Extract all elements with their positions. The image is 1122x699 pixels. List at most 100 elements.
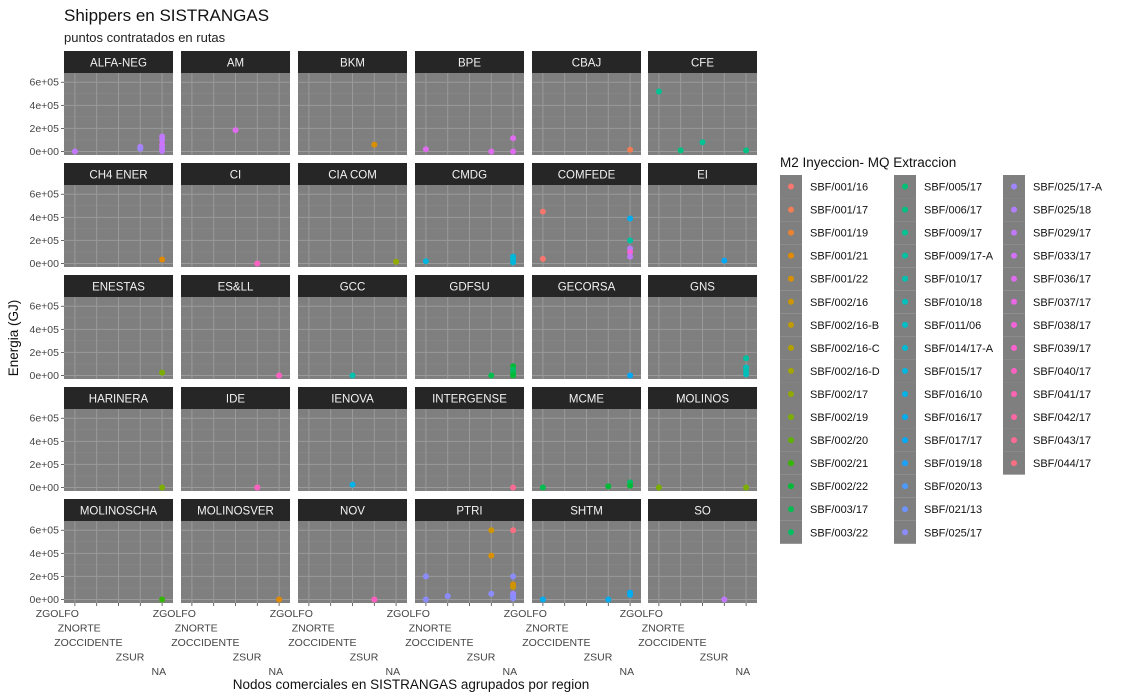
data-point — [699, 139, 706, 146]
legend-entry-label: SBF/038/17 — [1033, 320, 1091, 332]
x-tick-label: ZNORTE — [175, 623, 218, 635]
data-point — [510, 135, 517, 142]
x-tick-label: ZSUR — [467, 652, 496, 664]
legend-key-point — [1011, 414, 1017, 421]
x-tick-label: ZNORTE — [292, 623, 335, 635]
data-point — [627, 482, 634, 489]
y-tick-label: 0e+00 — [30, 482, 60, 494]
facet-panel: ES&LL — [181, 275, 290, 379]
legend-key-point — [1011, 252, 1017, 259]
legend-key-point — [902, 298, 908, 305]
data-point — [159, 256, 166, 263]
facet-strip — [181, 387, 290, 409]
data-point — [627, 215, 634, 222]
facet-strip — [532, 499, 641, 521]
legend-entry-label: SBF/033/17 — [1033, 251, 1091, 263]
facet-strip-label: BKM — [340, 58, 365, 70]
facet-strip-label: COMFEDE — [558, 170, 616, 182]
facet-strip — [532, 51, 641, 73]
y-tick-label: 2e+05 — [30, 347, 60, 359]
legend-entry-label: SBF/001/19 — [810, 228, 868, 240]
facet-panel: MCME — [532, 387, 641, 491]
facet-strip — [181, 275, 290, 297]
facet-panel: CH4 ENER 0e+00 2e+05 4e+05 6e+05 — [30, 163, 173, 270]
legend-key-point — [788, 183, 794, 190]
legend-entry-label: SBF/021/13 — [924, 504, 982, 516]
facet-strip-label: NOV — [340, 506, 365, 518]
legend-key-point — [902, 321, 908, 328]
y-tick-label: 4e+05 — [30, 324, 60, 336]
data-point — [743, 355, 750, 362]
facet-strip — [532, 163, 641, 185]
data-point — [510, 573, 517, 580]
data-point — [510, 259, 517, 266]
facet-strip — [298, 51, 407, 73]
legend-entry-label: SBF/001/21 — [810, 251, 868, 263]
data-point — [159, 136, 166, 143]
facet-panel: INTERGENSE — [415, 387, 524, 491]
data-point — [488, 527, 495, 534]
facet-strip — [648, 387, 757, 409]
y-tick-label: 6e+05 — [30, 413, 60, 425]
facet-strip-label: SO — [694, 506, 711, 518]
facet-strip-label: CBAJ — [572, 58, 601, 70]
facet-strip-label: SHTM — [570, 506, 603, 518]
facet-strip — [64, 275, 173, 297]
legend-entry-label: SBF/002/16-D — [810, 366, 880, 378]
facet-strip — [181, 51, 290, 73]
legend-entry-label: SBF/040/17 — [1033, 366, 1091, 378]
facet-strip-label: HARINERA — [89, 394, 149, 406]
facet-strip-label: MOLINOSCHA — [80, 506, 158, 518]
data-point — [539, 208, 546, 215]
legend-entry-label: SBF/001/22 — [810, 274, 868, 286]
facet-panel: SO ZGOLFO ZNORTE ZOCCIDENTE ZSUR NA — [620, 499, 757, 678]
facet-strip-label: MCME — [569, 394, 604, 406]
y-tick-label: 6e+05 — [30, 525, 60, 537]
facet-strip-label: AM — [227, 58, 244, 70]
legend-key-point — [902, 414, 908, 421]
facet-panel: ALFA-NEG 0e+00 2e+05 4e+05 6e+05 — [30, 51, 173, 158]
facet-strip — [532, 275, 641, 297]
facet-strip-label: ENESTAS — [92, 282, 145, 294]
legend-key-point — [1011, 321, 1017, 328]
legend-entry-label: SBF/015/17 — [924, 366, 982, 378]
data-point — [159, 147, 166, 154]
facet-strip-label: PTRI — [456, 506, 482, 518]
legend-entry-label: SBF/006/17 — [924, 205, 982, 217]
x-tick-label: ZOCCIDENTE — [405, 637, 473, 649]
facet-strip-label: CIA COM — [328, 170, 377, 182]
x-tick-label: ZNORTE — [526, 623, 569, 635]
data-point — [510, 583, 517, 590]
facet-strip — [298, 387, 407, 409]
facet-panel: CBAJ — [532, 51, 641, 155]
facet-panel: HARINERA 0e+00 2e+05 4e+05 6e+05 — [30, 387, 173, 494]
legend-key-point — [788, 298, 794, 305]
x-tick-label: ZGOLFO — [504, 608, 547, 620]
y-tick-label: 6e+05 — [30, 301, 60, 313]
data-point — [349, 481, 356, 488]
data-point — [488, 552, 495, 559]
facet-strip-label: IDE — [226, 394, 246, 406]
data-point — [605, 596, 612, 603]
legend-key-point — [788, 321, 794, 328]
data-point — [71, 148, 78, 155]
x-tick-label: ZSUR — [233, 652, 262, 664]
y-tick-label: 6e+05 — [30, 77, 60, 89]
facet-strip — [648, 163, 757, 185]
y-tick-label: 2e+05 — [30, 235, 60, 247]
x-tick-label: ZNORTE — [409, 623, 452, 635]
facet-panel: MOLINOSCHA 0e+00 2e+05 4e+05 6e+05 ZGOLFO ZNOR… — [30, 499, 173, 678]
y-tick-label: 4e+05 — [30, 100, 60, 112]
data-point — [254, 484, 261, 491]
x-tick-label: ZSUR — [584, 652, 613, 664]
legend-key-point — [788, 275, 794, 282]
legend: M2 Inyeccion- MQ Extraccion SBF/001/16 SB… — [780, 155, 1103, 544]
facet-strip — [64, 163, 173, 185]
facet-panel: ENESTAS 0e+00 2e+05 4e+05 6e+05 — [30, 275, 173, 382]
x-tick-label: ZGOLFO — [153, 608, 196, 620]
facet-strip-label: IENOVA — [331, 394, 374, 406]
data-point — [627, 253, 634, 260]
x-tick-label: ZOCCIDENTE — [522, 637, 590, 649]
facet-strip-label: INTERGENSE — [432, 394, 507, 406]
